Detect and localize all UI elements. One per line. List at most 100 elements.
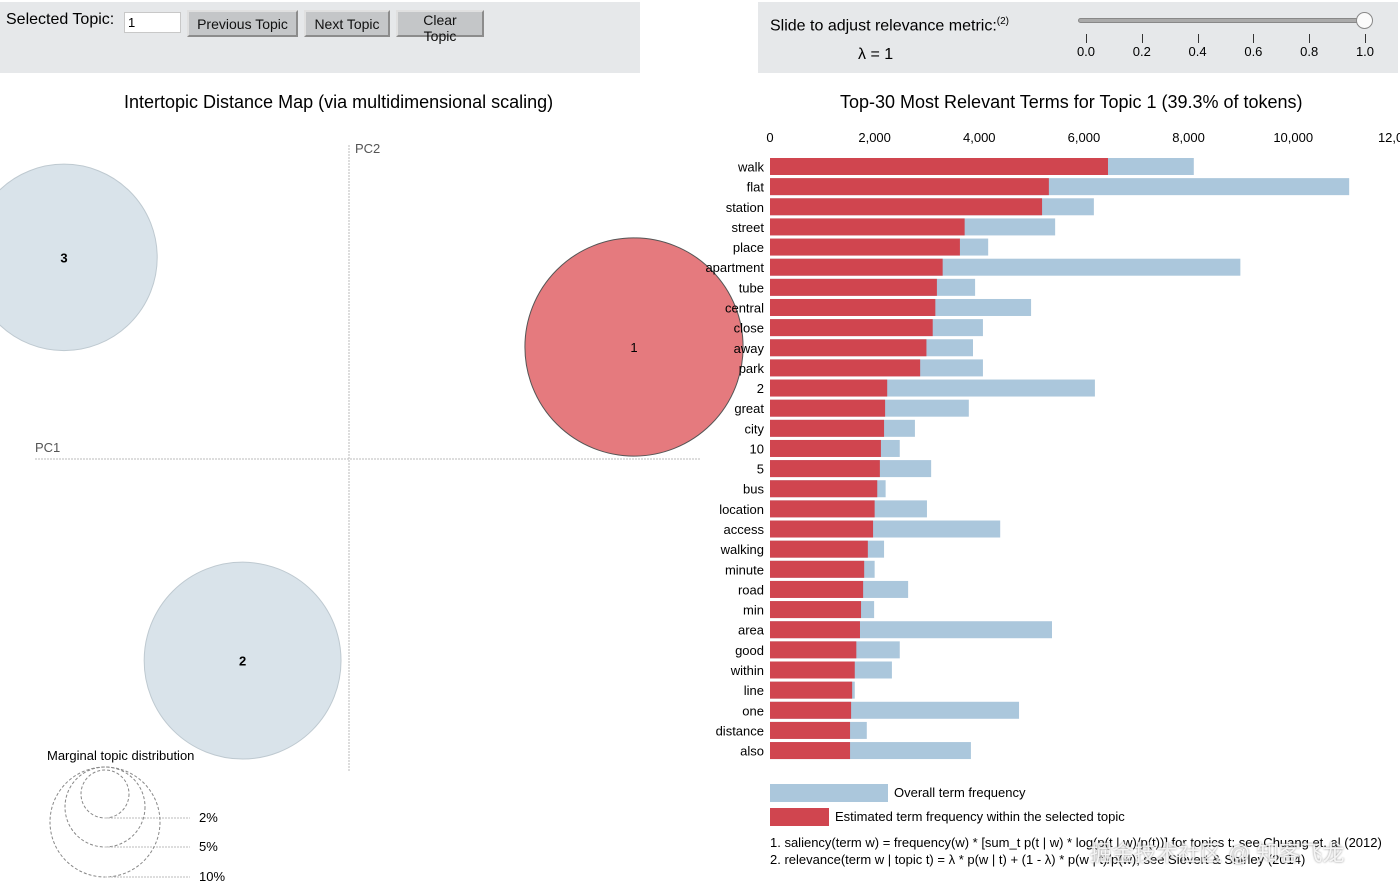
slider-tick-label: 0.8 xyxy=(1300,44,1319,59)
bar-topic-city[interactable] xyxy=(770,419,885,437)
term-label-within[interactable]: within xyxy=(730,663,764,678)
watermark: 掘金技术社区 @ 知客飞龙 xyxy=(1090,841,1345,866)
bar-topic-station[interactable] xyxy=(770,198,1043,216)
x-tick-label: 2,000 xyxy=(858,130,891,145)
bar-topic-bus[interactable] xyxy=(770,480,878,498)
pc2-axis-label: PC2 xyxy=(355,141,380,156)
slider-tick xyxy=(1309,34,1311,43)
bar-topic-walk[interactable] xyxy=(770,158,1108,175)
bar-topic-flat[interactable] xyxy=(770,178,1049,196)
term-label-also[interactable]: also xyxy=(740,744,764,759)
term-label-area[interactable]: area xyxy=(738,623,765,638)
next-topic-button[interactable]: Next Topic xyxy=(304,10,390,37)
term-label-distance[interactable]: distance xyxy=(716,723,764,738)
term-label-walk[interactable]: walk xyxy=(737,160,765,175)
bar-topic-street[interactable] xyxy=(770,218,965,236)
legend-swatch-overall xyxy=(770,784,888,802)
pc1-axis-label: PC1 xyxy=(35,440,60,455)
size-legend-label: 5% xyxy=(199,839,218,854)
bar-topic-access[interactable] xyxy=(770,520,874,538)
term-label-one[interactable]: one xyxy=(742,703,764,718)
term-label-road[interactable]: road xyxy=(738,582,764,597)
x-tick-label: 12,000 xyxy=(1378,130,1400,145)
term-label-flat[interactable]: flat xyxy=(747,180,765,195)
bar-topic-away[interactable] xyxy=(770,339,927,357)
term-label-minute[interactable]: minute xyxy=(725,562,764,577)
legend-label-overall: Overall term frequency xyxy=(894,785,1026,800)
term-label-close[interactable]: close xyxy=(734,321,764,336)
term-label-central[interactable]: central xyxy=(725,300,764,315)
topic-label-2: 2 xyxy=(239,654,246,669)
term-label-tube[interactable]: tube xyxy=(739,280,764,295)
previous-topic-button[interactable]: Previous Topic xyxy=(187,10,298,37)
term-label-park[interactable]: park xyxy=(739,361,765,376)
slider-tick xyxy=(1086,34,1087,43)
term-label-location[interactable]: location xyxy=(719,502,764,517)
bar-topic-within[interactable] xyxy=(770,661,855,679)
bar-topic-10[interactable] xyxy=(770,439,881,457)
selected-topic-label: Selected Topic: xyxy=(6,11,115,28)
bar-topic-park[interactable] xyxy=(770,359,921,377)
selected-topic-input[interactable] xyxy=(124,12,181,33)
relevance-slider-thumb[interactable] xyxy=(1356,12,1373,29)
bar-topic-line[interactable] xyxy=(770,681,853,699)
slider-tick xyxy=(1253,34,1255,43)
bar-topic-walking[interactable] xyxy=(770,540,868,558)
term-label-10[interactable]: 10 xyxy=(750,441,764,456)
bar-topic-5[interactable] xyxy=(770,460,880,478)
bar-topic-place[interactable] xyxy=(770,238,960,256)
footnote-relevance: 2. relevance(term w | topic t) = λ * p(w… xyxy=(770,852,1306,867)
topic-circle-3[interactable] xyxy=(0,163,158,352)
bar-topic-min[interactable] xyxy=(770,601,862,619)
slider-tick xyxy=(1197,34,1199,43)
term-label-good[interactable]: good xyxy=(735,643,764,658)
relevance-slider-label: Slide to adjust relevance metric:(2) xyxy=(770,16,1009,35)
footnote-saliency: 1. saliency(term w) = frequency(w) * [su… xyxy=(770,835,1382,850)
legend-label-topic: Estimated term frequency within the sele… xyxy=(835,809,1125,824)
topic-circle-2[interactable] xyxy=(143,561,342,760)
term-label-apartment[interactable]: apartment xyxy=(705,260,764,275)
term-label-min[interactable]: min xyxy=(743,603,764,618)
bar-topic-close[interactable] xyxy=(770,319,933,337)
bar-topic-tube[interactable] xyxy=(770,278,937,296)
relevance-slider-panel: Slide to adjust relevance metric:(2) λ =… xyxy=(758,2,1398,73)
term-label-2[interactable]: 2 xyxy=(757,381,764,396)
term-label-5[interactable]: 5 xyxy=(757,462,764,477)
bar-topic-minute[interactable] xyxy=(770,560,865,578)
bar-topic-location[interactable] xyxy=(770,500,875,518)
term-label-street[interactable]: street xyxy=(731,220,764,235)
term-label-access[interactable]: access xyxy=(724,522,765,537)
term-label-away[interactable]: away xyxy=(734,341,765,356)
x-tick-label: 6,000 xyxy=(1068,130,1101,145)
term-label-station[interactable]: station xyxy=(726,200,764,215)
term-label-city[interactable]: city xyxy=(745,421,765,436)
size-legend-circle xyxy=(49,766,161,878)
term-label-walking[interactable]: walking xyxy=(720,542,764,557)
slider-tick-label: 0.2 xyxy=(1132,44,1151,59)
term-label-line[interactable]: line xyxy=(744,683,764,698)
topic-controls-panel: Selected Topic: Previous Topic Next Topi… xyxy=(0,2,640,73)
slider-tick-label: 0.4 xyxy=(1188,44,1207,59)
bar-chart-title: Top-30 Most Relevant Terms for Topic 1 (… xyxy=(840,92,1303,112)
slider-tick-label: 0.6 xyxy=(1244,44,1263,59)
bar-topic-apartment[interactable] xyxy=(770,258,943,276)
slider-tick xyxy=(1365,34,1366,43)
bar-topic-area[interactable] xyxy=(770,621,860,639)
bar-topic-also[interactable] xyxy=(770,742,851,760)
bar-topic-distance[interactable] xyxy=(770,721,851,739)
bar-topic-good[interactable] xyxy=(770,641,857,659)
term-label-great[interactable]: great xyxy=(734,401,764,416)
bar-topic-great[interactable] xyxy=(770,399,886,417)
term-label-bus[interactable]: bus xyxy=(743,482,764,497)
x-tick-label: 10,000 xyxy=(1273,130,1313,145)
bar-topic-2[interactable] xyxy=(770,379,888,397)
size-legend-circle xyxy=(80,769,130,819)
bar-topic-road[interactable] xyxy=(770,580,864,598)
bar-topic-central[interactable] xyxy=(770,298,936,316)
clear-topic-button[interactable]: Clear Topic xyxy=(396,10,484,44)
x-tick-label: 0 xyxy=(766,130,773,145)
topic-circle-1[interactable] xyxy=(524,237,744,457)
bar-topic-one[interactable] xyxy=(770,701,852,719)
term-label-place[interactable]: place xyxy=(733,240,764,255)
